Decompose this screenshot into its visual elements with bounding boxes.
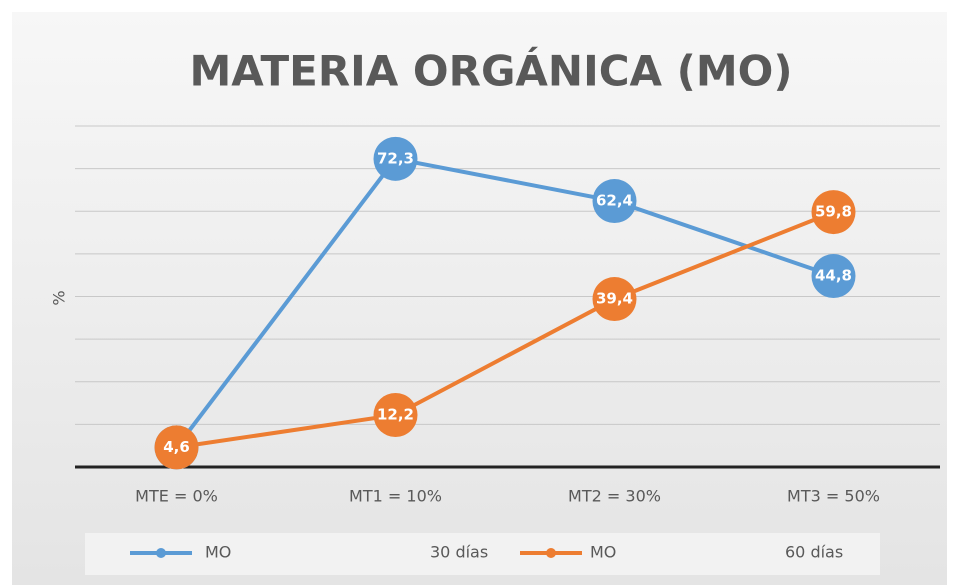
- chart-title: MATERIA ORGÁNICA (MO): [189, 46, 792, 96]
- marker: [373, 392, 418, 437]
- marker: [592, 179, 637, 224]
- legend-swatch-marker: [156, 548, 166, 558]
- series-line: [174, 156, 835, 449]
- y-axis-label: %: [50, 290, 69, 305]
- data-label: 44,8: [815, 267, 852, 285]
- marker: [811, 254, 856, 299]
- data-label: 39,4: [596, 290, 633, 308]
- data-label: 4,6: [163, 438, 190, 456]
- x-tick-label: MT2 = 30%: [568, 487, 661, 506]
- marker: [592, 277, 637, 322]
- x-tick-label: MTE = 0%: [135, 487, 218, 506]
- x-tick-label: MT3 = 50%: [787, 487, 880, 506]
- legend-label: MO: [205, 543, 231, 562]
- data-label: 59,8: [815, 203, 852, 221]
- chart-background: [12, 12, 947, 585]
- legend-swatch-marker: [546, 548, 556, 558]
- data-label: 72,3: [377, 149, 414, 167]
- series-line: [176, 210, 835, 450]
- legend-period: 30 días: [430, 543, 488, 562]
- marker: [373, 136, 418, 181]
- legend-label: MO: [590, 543, 616, 562]
- x-tick-label: MT1 = 10%: [349, 487, 442, 506]
- legend-period: 60 días: [785, 543, 843, 562]
- data-label: 62,4: [596, 192, 633, 210]
- marker: [811, 190, 856, 235]
- marker: [154, 425, 199, 470]
- data-label: 12,2: [377, 405, 414, 423]
- legend: [85, 533, 880, 575]
